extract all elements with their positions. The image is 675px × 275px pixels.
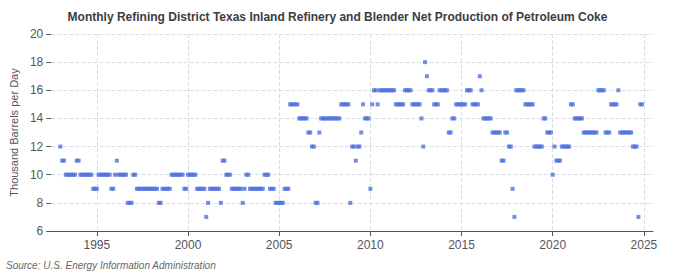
svg-text:2020: 2020: [539, 238, 566, 252]
svg-text:20: 20: [30, 27, 44, 41]
svg-text:Monthly Refining District Texa: Monthly Refining District Texas Inland R…: [68, 10, 608, 24]
svg-text:2005: 2005: [266, 238, 293, 252]
svg-text:18: 18: [30, 55, 44, 69]
svg-text:2025: 2025: [631, 238, 658, 252]
svg-text:16: 16: [30, 83, 44, 97]
svg-text:1995: 1995: [83, 238, 110, 252]
svg-text:10: 10: [30, 168, 44, 182]
svg-text:Thousand Barrels per Day: Thousand Barrels per Day: [8, 68, 20, 197]
svg-text:6: 6: [37, 224, 44, 238]
svg-text:2015: 2015: [448, 238, 475, 252]
svg-text:2000: 2000: [175, 238, 202, 252]
svg-text:8: 8: [37, 196, 44, 210]
svg-text:2010: 2010: [357, 238, 384, 252]
svg-text:12: 12: [30, 140, 44, 154]
svg-text:14: 14: [30, 111, 44, 125]
svg-text:Source: U.S. Energy Informatio: Source: U.S. Energy Information Administ…: [6, 260, 216, 271]
